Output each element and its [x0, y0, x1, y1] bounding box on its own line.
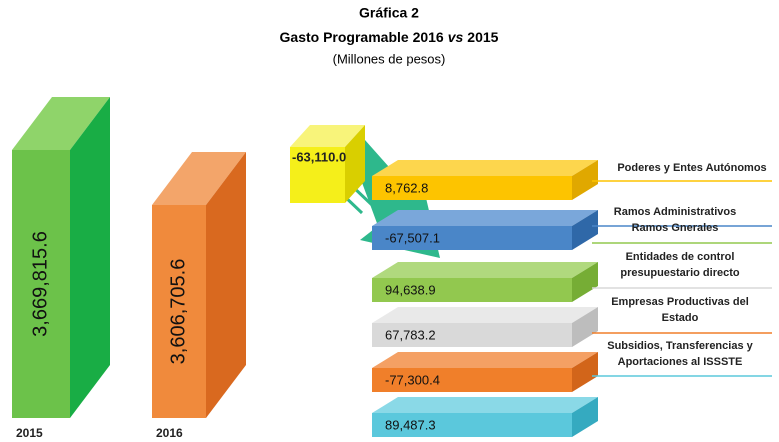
total-value: 3,669,815.6	[29, 231, 51, 337]
box-front	[372, 278, 572, 302]
box-top	[372, 210, 598, 226]
title-part: 2015	[467, 29, 498, 45]
segment-value: -77,300.4	[385, 372, 440, 387]
box-side	[572, 307, 598, 347]
box-front	[12, 150, 70, 418]
box-front	[372, 176, 572, 200]
box-top	[372, 262, 598, 278]
segment-value: 89,487.3	[385, 417, 436, 432]
segment-label: Estado	[662, 312, 699, 324]
box-side	[345, 125, 365, 203]
box-top	[290, 125, 365, 147]
box-side	[572, 262, 598, 302]
year-label: 2015	[16, 426, 43, 440]
box-top	[152, 152, 246, 205]
box-front	[372, 368, 572, 392]
box-front	[372, 413, 572, 437]
total-value: 3,606,705.6	[167, 259, 189, 365]
box-top	[372, 307, 598, 323]
subtitle: (Millones de pesos)	[333, 51, 446, 66]
box-front	[372, 226, 572, 250]
segment-label: Empresas Productivas del	[611, 296, 749, 308]
box-side	[572, 160, 598, 200]
box-side	[70, 97, 110, 418]
segment-label: Ramos Gnerales	[632, 222, 719, 234]
box-side	[572, 352, 598, 392]
segment-value: 8,762.8	[385, 180, 428, 195]
segment-label: Aportaciones al ISSSTE	[618, 356, 743, 368]
year-label: 2016	[156, 426, 183, 440]
box-front	[372, 323, 572, 347]
title-line: Gasto Programable 2016 vs 2015	[280, 29, 499, 45]
segment-label: Entidades de control	[626, 251, 735, 263]
box-top	[12, 97, 110, 150]
segment-value: -67,507.1	[385, 230, 440, 245]
segment-label: Subsidios, Transferencias y	[607, 340, 753, 352]
box-top	[372, 160, 598, 176]
box-top	[372, 397, 598, 413]
box-front	[152, 205, 206, 418]
segment-label: Poderes y Entes Autónomos	[617, 162, 766, 174]
difference-value: -63,110.0	[292, 149, 346, 164]
title: Gráfica 2	[359, 5, 419, 21]
box-side	[206, 152, 246, 418]
box-side	[572, 210, 598, 250]
segment-value: 67,783.2	[385, 327, 436, 342]
box-side	[572, 397, 598, 437]
box-top	[372, 352, 598, 368]
segment-label: Ramos Administrativos	[614, 206, 736, 218]
segment-label: presupuestario directo	[620, 267, 739, 279]
segment-value: 94,638.9	[385, 282, 436, 297]
title-part: vs	[448, 29, 464, 45]
box-front	[290, 147, 345, 203]
title-part: Gasto Programable 2016	[280, 29, 444, 45]
